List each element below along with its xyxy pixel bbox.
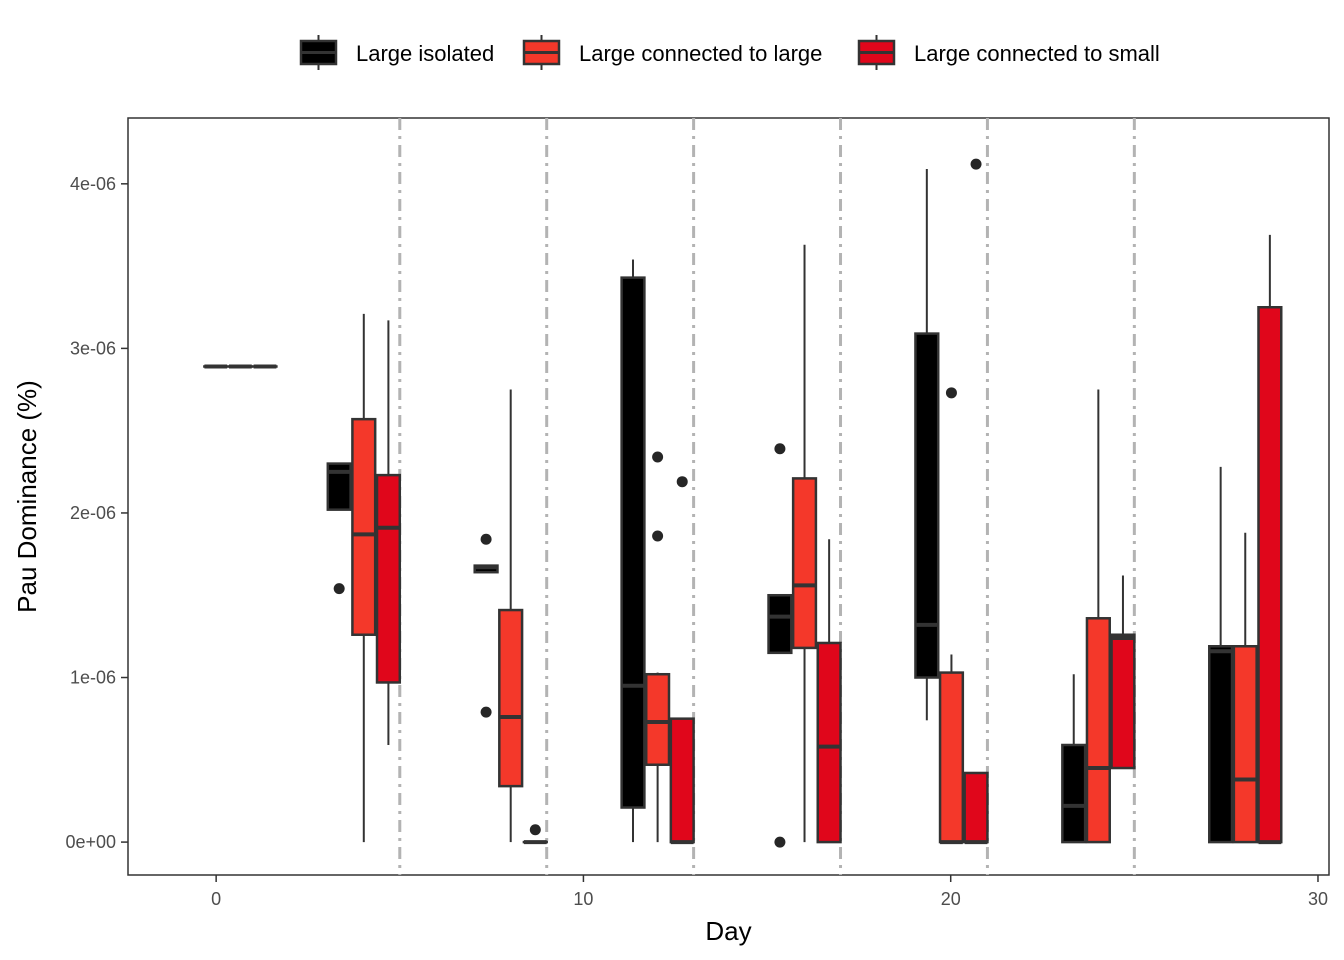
x-tick-label: 20 bbox=[941, 889, 961, 909]
y-tick-label: 3e-06 bbox=[70, 338, 116, 358]
y-tick-label: 2e-06 bbox=[70, 503, 116, 523]
box-body bbox=[669, 717, 695, 844]
outlier-point bbox=[652, 530, 664, 542]
box bbox=[938, 387, 965, 845]
series-large-isolated bbox=[203, 169, 1234, 848]
y-axis: 0e+00 1e-06 2e-06 3e-06 4e-06 bbox=[65, 174, 128, 852]
box bbox=[351, 313, 377, 843]
box bbox=[522, 824, 548, 845]
box-body bbox=[1257, 306, 1283, 844]
legend-item: Large isolated bbox=[299, 35, 494, 70]
box-body bbox=[644, 672, 671, 766]
box bbox=[473, 533, 499, 718]
box-body bbox=[1208, 645, 1234, 844]
outlier-point bbox=[480, 706, 492, 718]
box-body bbox=[326, 462, 352, 511]
boxes-layer bbox=[203, 158, 1283, 848]
y-tick-label: 4e-06 bbox=[70, 174, 116, 194]
legend-label: Large connected to large bbox=[579, 41, 822, 66]
x-tick-label: 0 bbox=[211, 889, 221, 909]
box bbox=[914, 169, 940, 721]
y-tick-label: 1e-06 bbox=[70, 668, 116, 688]
box bbox=[1232, 532, 1258, 844]
box bbox=[644, 451, 671, 843]
box-body bbox=[498, 608, 524, 788]
outlier-point bbox=[970, 158, 982, 170]
box-body bbox=[914, 332, 940, 679]
box-body bbox=[963, 771, 989, 844]
outlier-point bbox=[945, 387, 957, 399]
box bbox=[326, 462, 352, 595]
plot-panel-border bbox=[127, 117, 1330, 876]
y-tick-label: 0e+00 bbox=[65, 832, 116, 852]
box bbox=[498, 389, 524, 843]
legend-label: Large isolated bbox=[356, 41, 494, 66]
x-tick-label: 10 bbox=[573, 889, 593, 909]
box bbox=[669, 476, 695, 845]
series-large-connected-to-small bbox=[252, 158, 1283, 845]
box bbox=[791, 244, 818, 843]
legend: Large isolated Large connected to large La… bbox=[299, 35, 1160, 70]
legend-item: Large connected to small bbox=[857, 35, 1160, 70]
box bbox=[375, 320, 402, 745]
outlier-point bbox=[652, 451, 664, 463]
outlier-point bbox=[676, 476, 688, 488]
box bbox=[963, 158, 989, 845]
outlier-point bbox=[333, 583, 345, 595]
box-body bbox=[375, 473, 402, 684]
box-body bbox=[767, 593, 793, 655]
box bbox=[1110, 575, 1136, 770]
box-body bbox=[938, 671, 965, 844]
box bbox=[1085, 389, 1111, 844]
legend-item: Large connected to large bbox=[522, 35, 822, 70]
box-body bbox=[351, 417, 377, 636]
outlier-point bbox=[480, 533, 492, 545]
box-body bbox=[620, 276, 646, 809]
box bbox=[620, 259, 646, 843]
x-tick-label: 30 bbox=[1308, 889, 1328, 909]
legend-label: Large connected to small bbox=[914, 41, 1160, 66]
box-body bbox=[1085, 617, 1111, 844]
x-axis: 0 10 20 30 bbox=[211, 875, 1328, 909]
box bbox=[1257, 234, 1283, 845]
x-axis-title: Day bbox=[705, 916, 751, 946]
box bbox=[767, 443, 793, 848]
plot-area bbox=[127, 117, 1330, 876]
series-large-connected-to-large bbox=[227, 244, 1258, 845]
box bbox=[816, 539, 842, 844]
box-body bbox=[791, 477, 818, 650]
box-body bbox=[1110, 633, 1136, 770]
box-body bbox=[816, 641, 842, 844]
box bbox=[1208, 466, 1234, 844]
box-body bbox=[1232, 645, 1258, 844]
outlier-point bbox=[774, 836, 786, 848]
box-body bbox=[1061, 743, 1087, 844]
outlier-point bbox=[529, 824, 541, 836]
box bbox=[1061, 674, 1087, 844]
y-axis-title: Pau Dominance (%) bbox=[12, 380, 42, 613]
outlier-point bbox=[774, 443, 786, 455]
